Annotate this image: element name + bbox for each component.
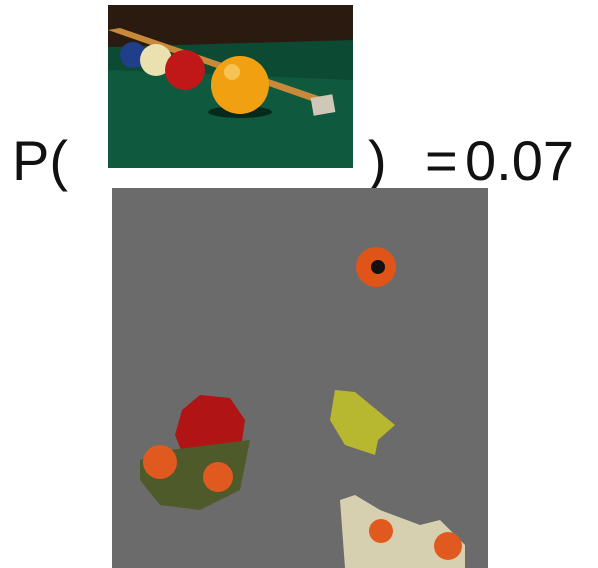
formula-open: P(	[12, 129, 68, 192]
masked-image	[112, 188, 488, 568]
formula-close: )	[368, 129, 387, 192]
formula-equals: =	[425, 129, 458, 192]
probability-value: 0.07	[465, 129, 574, 192]
pool-photo	[108, 5, 353, 168]
